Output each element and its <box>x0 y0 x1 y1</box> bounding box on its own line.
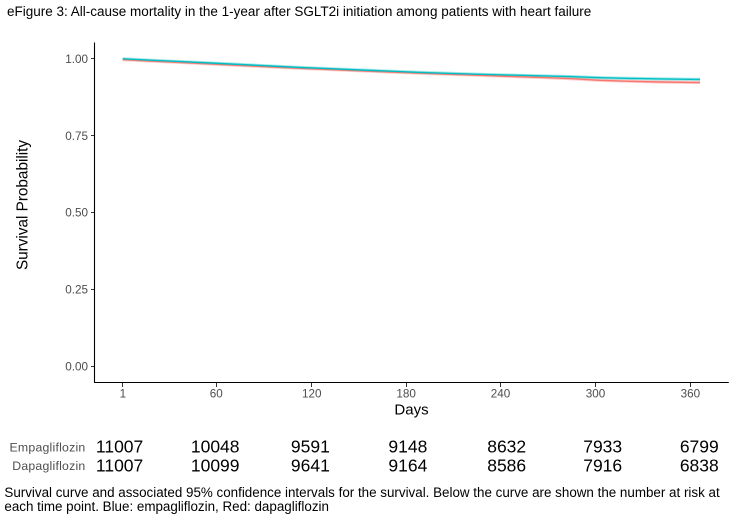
svg-text:120: 120 <box>302 388 322 401</box>
svg-text:6799: 6799 <box>680 437 719 457</box>
svg-text:eFigure 3: All-cause mortality: eFigure 3: All-cause mortality in the 1-… <box>7 4 591 19</box>
svg-text:360: 360 <box>681 388 701 401</box>
svg-text:9641: 9641 <box>291 455 330 475</box>
svg-text:0.50: 0.50 <box>65 207 88 220</box>
svg-text:0.00: 0.00 <box>65 361 88 374</box>
svg-text:Survival curve and associated: Survival curve and associated 95% confid… <box>4 485 720 500</box>
svg-text:7933: 7933 <box>583 437 622 457</box>
svg-text:11007: 11007 <box>96 437 143 457</box>
svg-text:8586: 8586 <box>487 455 526 475</box>
svg-text:8632: 8632 <box>487 437 526 457</box>
svg-text:11007: 11007 <box>96 455 143 475</box>
svg-text:Dapagliflozin: Dapagliflozin <box>12 459 85 473</box>
svg-text:10048: 10048 <box>191 437 240 457</box>
svg-text:60: 60 <box>210 388 224 401</box>
svg-text:9591: 9591 <box>291 437 330 457</box>
svg-text:each time point. Blue: empagli: each time point. Blue: empagliflozin, Re… <box>4 499 329 514</box>
svg-text:6838: 6838 <box>680 455 719 475</box>
svg-text:0.25: 0.25 <box>65 284 88 297</box>
svg-text:7916: 7916 <box>583 455 622 475</box>
svg-text:Empagliflozin: Empagliflozin <box>10 441 86 455</box>
svg-text:240: 240 <box>491 388 511 401</box>
svg-text:1: 1 <box>120 388 127 401</box>
svg-text:180: 180 <box>396 388 416 401</box>
svg-text:Days: Days <box>394 402 428 419</box>
svg-text:9164: 9164 <box>388 455 427 475</box>
svg-text:Survival Probability: Survival Probability <box>15 140 32 270</box>
svg-text:0.75: 0.75 <box>65 130 88 143</box>
svg-text:1.00: 1.00 <box>65 53 88 66</box>
svg-text:300: 300 <box>586 388 606 401</box>
svg-text:9148: 9148 <box>388 437 427 457</box>
svg-text:10099: 10099 <box>191 455 240 475</box>
